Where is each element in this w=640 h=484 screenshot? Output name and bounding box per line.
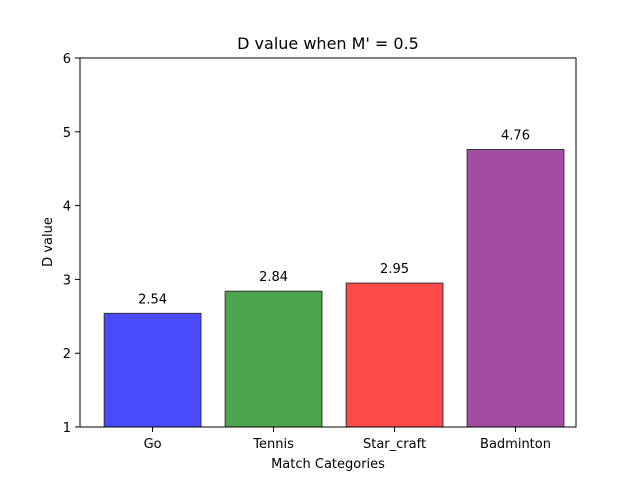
x-tick-label: Star_craft bbox=[363, 437, 426, 452]
bar-value-label: 2.95 bbox=[380, 262, 409, 277]
bar-tennis bbox=[224, 290, 323, 428]
bar-value-label: 2.54 bbox=[138, 292, 167, 307]
y-tick-label: 4 bbox=[63, 200, 71, 215]
x-tick-label: Go bbox=[144, 437, 162, 452]
bar-badminton bbox=[466, 149, 565, 428]
y-axis: 1 2 3 4 5 6 bbox=[63, 52, 80, 436]
y-tick-label: 2 bbox=[63, 347, 71, 362]
x-axis: Go Tennis Star_craft Badminton bbox=[144, 427, 551, 452]
x-tick-label: Badminton bbox=[480, 437, 551, 452]
chart-title: D value when M' = 0.5 bbox=[237, 34, 419, 53]
y-tick-label: 6 bbox=[63, 52, 71, 67]
y-tick-label: 3 bbox=[63, 273, 71, 288]
x-axis-label: Match Categories bbox=[271, 457, 385, 472]
y-axis-label: D value bbox=[41, 217, 56, 267]
x-tick-label: Tennis bbox=[252, 437, 294, 452]
y-tick-label: 1 bbox=[63, 421, 71, 436]
plot-frame bbox=[79, 57, 577, 428]
bar-go bbox=[103, 312, 202, 428]
bar-star-craft bbox=[345, 282, 444, 428]
bar-value-label: 2.84 bbox=[259, 270, 288, 285]
bar-value-label: 4.76 bbox=[501, 129, 530, 144]
y-tick-label: 5 bbox=[63, 126, 71, 141]
bars-layer bbox=[103, 149, 565, 428]
value-labels-layer: 2.54 2.84 2.95 4.76 bbox=[138, 129, 530, 308]
